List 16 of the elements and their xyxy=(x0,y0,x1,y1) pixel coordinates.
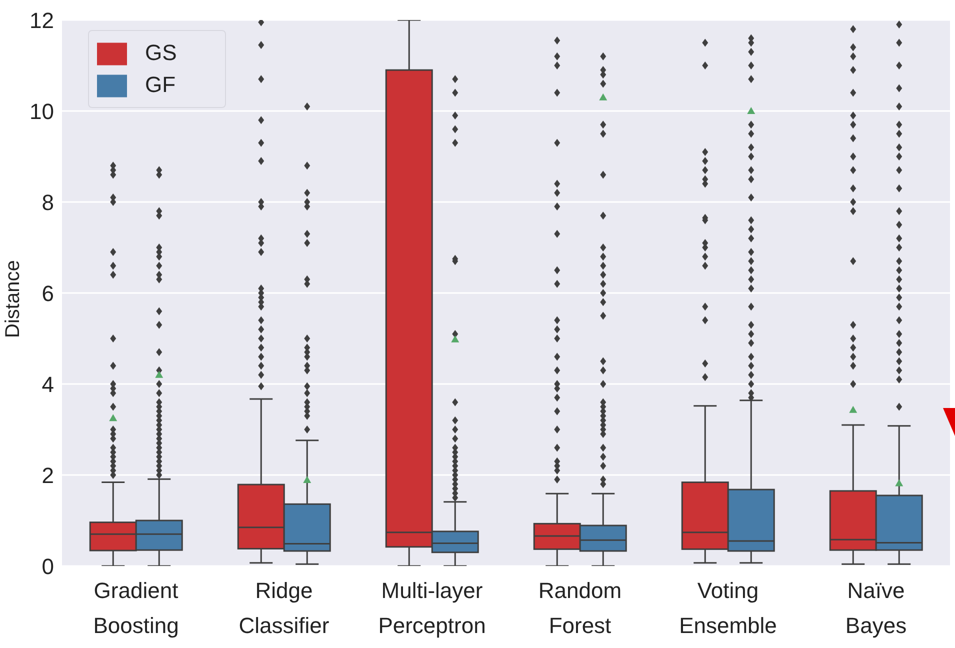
legend-label: GF xyxy=(145,72,176,98)
y-tick-label: 6 xyxy=(42,280,54,306)
y-tick-label: 8 xyxy=(42,190,54,215)
y-tick-label: 4 xyxy=(42,372,54,397)
y-tick-label: 2 xyxy=(42,462,54,488)
y-tick-label: 12 xyxy=(30,8,54,33)
x-tick-label: Random Forest xyxy=(538,578,622,638)
legend-label: GS xyxy=(145,40,177,65)
y-tick-label: 10 xyxy=(30,98,54,124)
y-axis-title: Distance xyxy=(2,260,24,338)
x-tick-label: Gradient Boosting xyxy=(93,578,179,638)
x-tick-label: Ridge Classifier xyxy=(238,578,330,638)
x-tick-label: Voting Ensemble xyxy=(679,578,777,638)
x-tick-label: Naïve Bayes xyxy=(845,578,907,638)
x-tick-label: Multi-layer Perceptron xyxy=(378,578,486,638)
y-tick-label: 0 xyxy=(42,554,54,579)
